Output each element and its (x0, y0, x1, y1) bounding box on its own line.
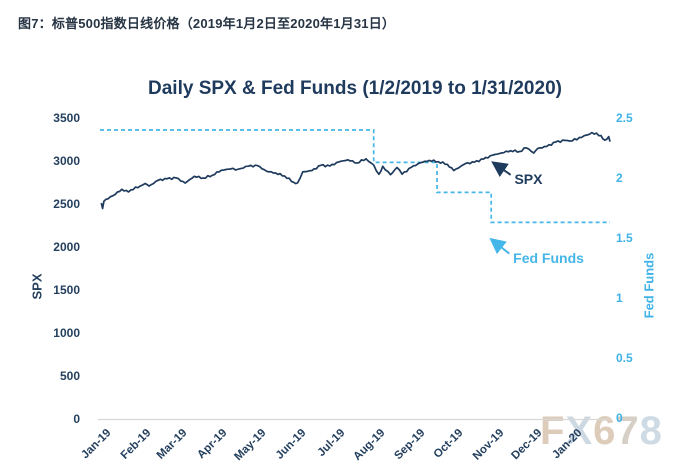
watermark-letter: 8 (639, 409, 663, 453)
right-axis-tick: 0.5 (616, 351, 633, 365)
right-axis-tick: 2 (616, 171, 623, 185)
figure-caption: 图7：标普500指数日线价格（2019年1月2日至2020年1月31日） (18, 16, 396, 31)
spx-annotation-arrow (491, 161, 512, 177)
left-axis-tick: 3500 (53, 111, 80, 125)
right-axis-label: Fed Funds (641, 252, 657, 319)
left-axis-tick: 3000 (53, 154, 80, 168)
right-axis-tick: 1 (616, 291, 623, 305)
right-axis-tick: 1.5 (616, 231, 633, 245)
fed-funds-annotation-arrow (489, 237, 510, 255)
right-axis-tick: 0 (616, 411, 623, 425)
chart-title: Daily SPX & Fed Funds (1/2/2019 to 1/31/… (148, 78, 562, 99)
fed-funds-annotation-label: Fed Funds (513, 250, 584, 267)
left-axis-tick: 2000 (53, 240, 80, 254)
left-axis-tick: 1500 (53, 283, 80, 297)
right-axis-tick: 2.5 (616, 111, 633, 125)
left-axis-tick: 500 (59, 369, 80, 383)
left-axis-tick: 2500 (53, 197, 80, 211)
watermark-letter: X (565, 409, 594, 453)
left-axis-tick: 1000 (53, 326, 80, 340)
fed-funds-line (100, 129, 610, 224)
watermark-letter: F (540, 409, 566, 453)
left-axis-tick: 0 (73, 412, 80, 426)
spx-line (100, 131, 611, 210)
spx-annotation-label: SPX (514, 170, 543, 187)
watermark-letter: 7 (616, 409, 640, 453)
